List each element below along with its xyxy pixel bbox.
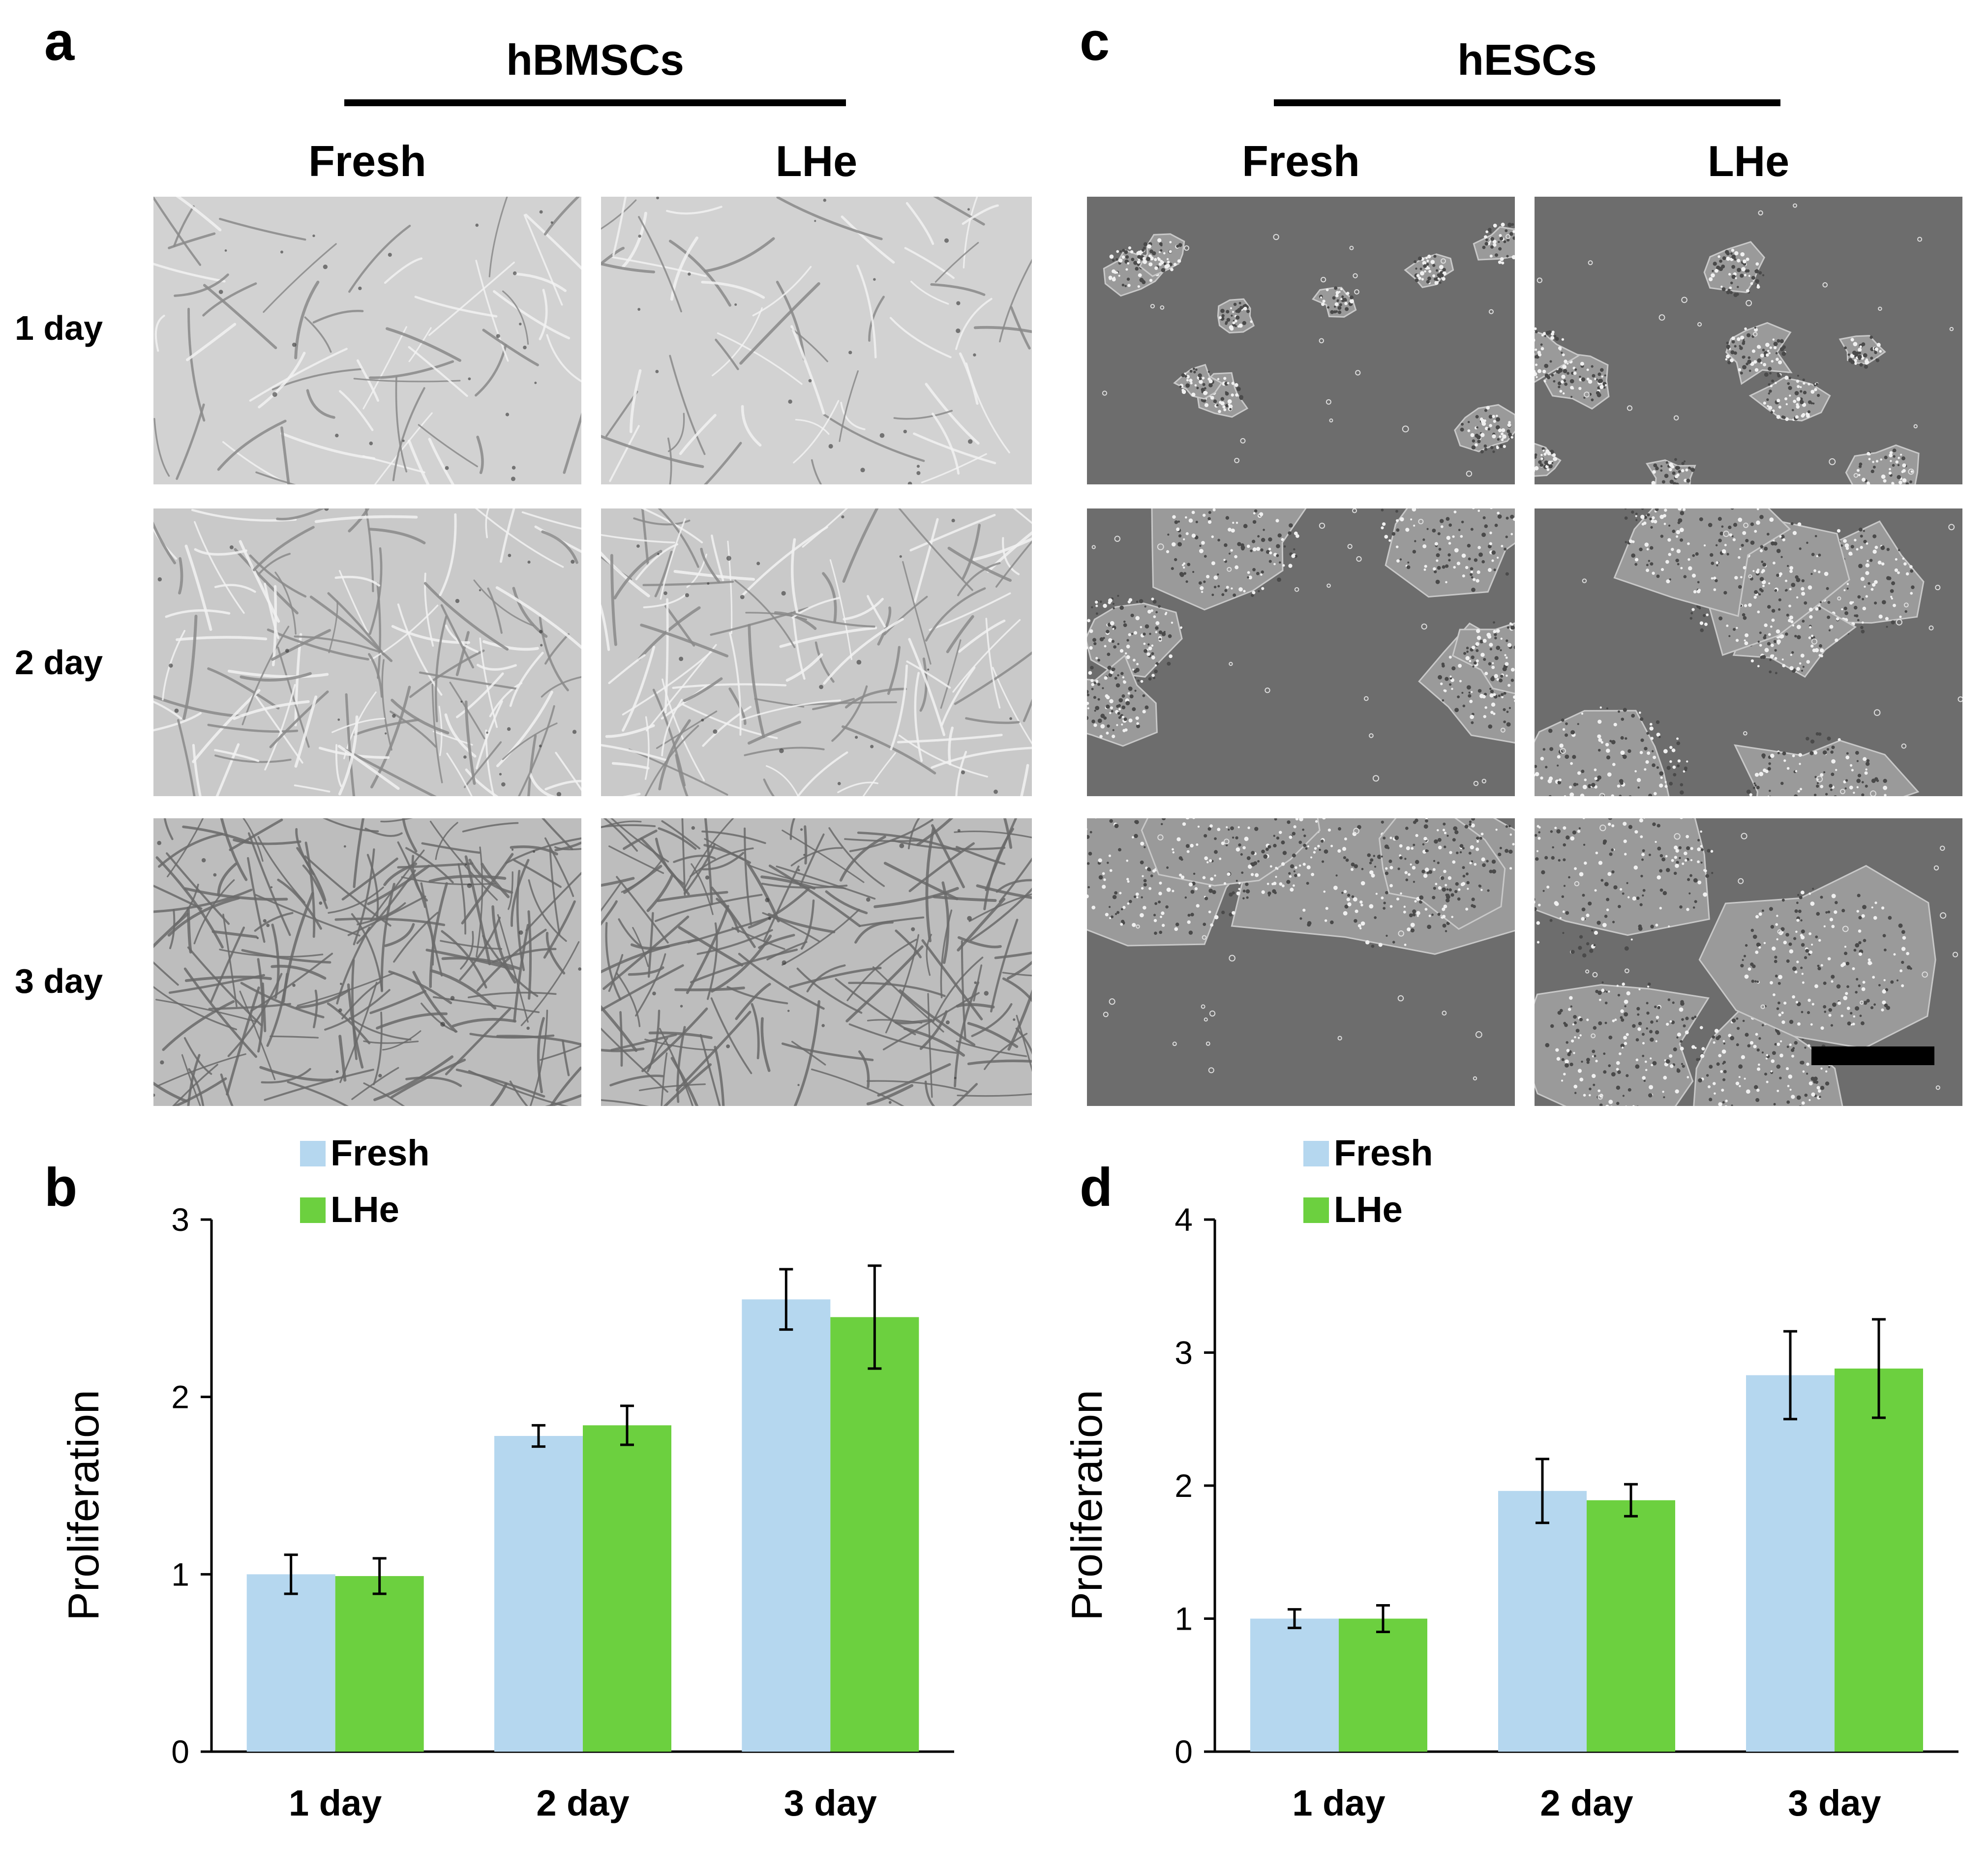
legend-swatch-fresh — [300, 1141, 326, 1166]
panel-label-a: a — [44, 11, 75, 72]
error-bar-fresh-2 — [532, 1424, 545, 1448]
error-bar-lhe-2 — [1624, 1483, 1638, 1518]
y-tick-label: 3 — [171, 1201, 189, 1238]
y-tick-label: 3 — [1175, 1335, 1193, 1371]
micrograph-hbmsc-lhe-1day — [601, 197, 1032, 484]
y-tick-label: 0 — [171, 1733, 189, 1770]
row-label-2-day: 2 day — [15, 643, 103, 682]
y-axis-title: Proliferation — [59, 1390, 108, 1621]
x-tick-label: 2 day — [536, 1783, 629, 1823]
error-bar-fresh-2 — [1536, 1458, 1549, 1524]
error-bar-lhe-1 — [1376, 1604, 1390, 1634]
row-label-1-day: 1 day — [15, 309, 103, 347]
bar-lhe-1 — [335, 1576, 424, 1752]
micrograph-hesc-lhe-2day — [1535, 508, 1962, 796]
x-tick-label: 3 day — [784, 1783, 877, 1823]
chart-d: 0 1 2 3 4 Proliferation 1 day 2 day 3 day Fresh LH… — [1003, 1131, 1988, 1850]
panel-label-b: b — [44, 1157, 78, 1218]
group-title-hescs: hESCs — [1457, 35, 1597, 84]
error-bar-fresh-3 — [779, 1268, 793, 1331]
y-tick-label: 2 — [1175, 1467, 1193, 1504]
error-bar-lhe-3 — [1872, 1318, 1886, 1419]
legend-swatch-fresh — [1303, 1141, 1329, 1166]
bar-lhe-1 — [1339, 1618, 1427, 1752]
error-bar-lhe-3 — [868, 1264, 882, 1370]
legend-label-lhe: LHe — [1334, 1189, 1403, 1230]
y-tick-label: 1 — [1175, 1601, 1193, 1637]
error-bar-lhe-1 — [372, 1557, 387, 1595]
column-label-fresh-a: Fresh — [308, 137, 426, 185]
error-bar-lhe-2 — [620, 1404, 634, 1446]
group-rule-hbmscs — [344, 99, 846, 106]
bar-lhe-3 — [1835, 1368, 1923, 1752]
panel-label-d: d — [1080, 1157, 1113, 1218]
panel-label-c: c — [1080, 11, 1110, 72]
x-tick-label: 2 day — [1540, 1783, 1633, 1823]
micrograph-hbmsc-fresh-1day — [153, 197, 581, 484]
bar-lhe-2 — [583, 1425, 671, 1752]
bar-fresh-2 — [494, 1436, 583, 1752]
x-tick-label: 1 day — [289, 1783, 382, 1823]
micrograph-hbmsc-fresh-3day — [153, 818, 581, 1106]
legend-label-fresh: Fresh — [331, 1133, 430, 1173]
micrograph-hbmsc-fresh-2day — [153, 508, 581, 796]
bar-fresh-1 — [1250, 1618, 1339, 1752]
bar-fresh-2 — [1498, 1491, 1587, 1752]
column-label-lhe-c: LHe — [1707, 137, 1790, 185]
scale-bar — [1811, 1046, 1934, 1065]
bar-fresh-1 — [246, 1574, 335, 1752]
column-label-fresh-c: Fresh — [1242, 137, 1360, 185]
row-label-3-day: 3 day — [15, 962, 103, 1000]
bar-fresh-3 — [742, 1299, 831, 1752]
error-bar-fresh-1 — [1288, 1608, 1301, 1629]
y-tick-label: 1 — [171, 1556, 189, 1592]
x-tick-label: 3 day — [1788, 1783, 1881, 1823]
y-tick-label: 4 — [1175, 1201, 1193, 1238]
error-bar-fresh-3 — [1783, 1330, 1797, 1421]
micrograph-hbmsc-lhe-2day — [601, 508, 1032, 796]
y-tick-label: 0 — [1175, 1733, 1193, 1770]
legend-label-lhe: LHe — [331, 1189, 399, 1230]
micrograph-hbmsc-lhe-3day — [601, 818, 1032, 1106]
micrograph-hesc-lhe-1day — [1535, 197, 1962, 484]
y-axis-title: Proliferation — [1062, 1390, 1111, 1621]
group-title-hbmscs: hBMSCs — [506, 35, 684, 84]
bar-lhe-2 — [1587, 1500, 1675, 1752]
micrograph-hesc-fresh-1day — [1087, 197, 1515, 484]
chart-b: 0 1 2 3 Proliferation 1 day 2 day 3 day Fresh LHe — [0, 1131, 984, 1850]
y-tick-label: 2 — [171, 1379, 189, 1415]
bar-fresh-3 — [1746, 1375, 1835, 1752]
micrograph-hesc-fresh-2day — [1087, 508, 1515, 796]
column-label-lhe-a: LHe — [775, 137, 858, 185]
legend-label-fresh: Fresh — [1334, 1133, 1433, 1173]
bar-lhe-3 — [830, 1317, 919, 1752]
error-bar-fresh-1 — [284, 1553, 298, 1595]
legend-swatch-lhe — [1303, 1197, 1329, 1223]
x-tick-label: 1 day — [1292, 1783, 1385, 1823]
legend-swatch-lhe — [300, 1197, 326, 1223]
group-rule-hescs — [1274, 99, 1780, 106]
micrograph-hesc-fresh-3day — [1087, 818, 1515, 1106]
